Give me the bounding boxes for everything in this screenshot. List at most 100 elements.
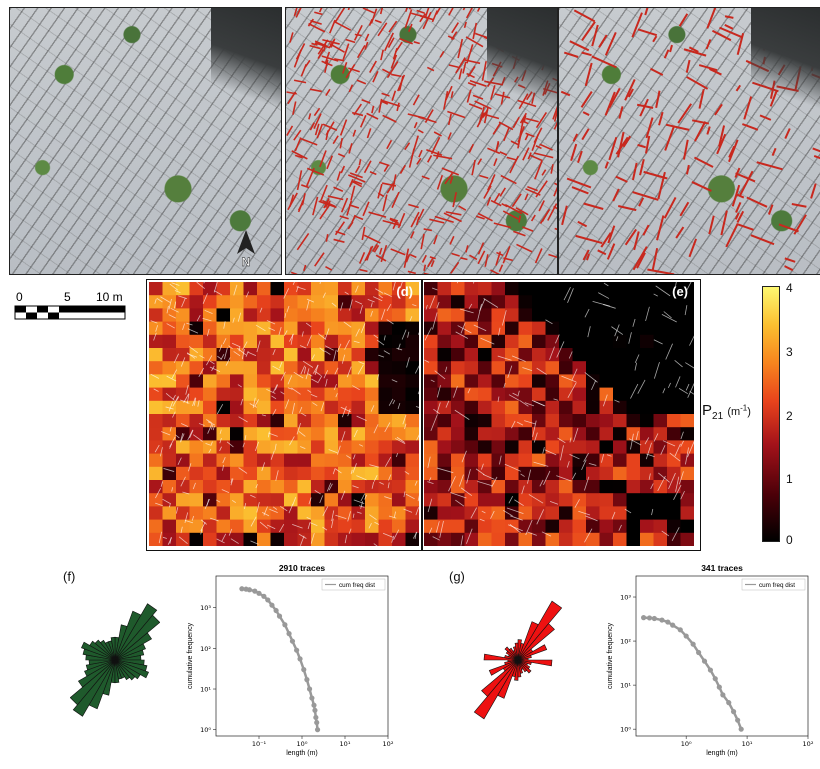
x-tick-label: 10⁻¹ (252, 740, 267, 748)
intensity-cell (351, 282, 366, 296)
trace-segment (333, 349, 337, 362)
intensity-cell (653, 361, 668, 375)
fracture-trace (347, 221, 354, 230)
trace-segment (291, 402, 296, 415)
intensity-cell (451, 387, 465, 402)
fracture-trace (328, 38, 336, 49)
rose-diagram-g (473, 600, 563, 720)
intensity-cell (284, 532, 298, 546)
intensity-cell (437, 414, 452, 428)
trace-segment (326, 482, 332, 492)
fracture-trace (762, 56, 766, 65)
intensity-cell (230, 348, 244, 362)
trace-segment (602, 394, 608, 407)
trace-segment (188, 463, 192, 472)
intensity-cell (311, 466, 325, 481)
fracture-trace (607, 225, 616, 244)
trace-segment (347, 408, 351, 417)
fracture-trace (515, 207, 529, 216)
intensity-cell (216, 427, 231, 441)
intensity-cell (216, 282, 231, 296)
intensity-cell (216, 308, 231, 323)
fracture-trace (708, 215, 715, 235)
fracture-trace (535, 180, 548, 198)
intensity-cell (189, 414, 204, 428)
trace-segment (250, 540, 259, 545)
trace-segment (183, 393, 190, 403)
trace-segment (180, 357, 186, 367)
intensity-cell (559, 361, 573, 375)
fracture-trace (314, 42, 331, 49)
trace-segment (375, 288, 384, 294)
fracture-trace (651, 247, 659, 272)
intensity-cell (518, 493, 533, 507)
intensity-cell (297, 466, 312, 481)
intensity-cell (216, 295, 231, 309)
intensity-cell (230, 506, 244, 521)
intensity-cell (297, 400, 312, 415)
fracture-trace (534, 248, 543, 264)
intensity-cell (451, 480, 465, 494)
intensity-cell (338, 493, 352, 507)
intensity-cell (162, 348, 177, 362)
intensity-cell (613, 295, 627, 309)
fracture-trace (737, 223, 754, 231)
intensity-cell (230, 295, 244, 309)
trace-segment (432, 312, 438, 330)
trace-segment (268, 432, 278, 437)
trace-segment (392, 400, 396, 405)
trace-segment (340, 490, 346, 500)
trace-segment (359, 305, 363, 314)
trace-segment (220, 353, 225, 361)
trace-segment (378, 354, 385, 358)
fracture-trace (382, 194, 388, 212)
intensity-cell (284, 374, 298, 389)
fracture-trace (643, 170, 668, 180)
trace-segment (455, 499, 465, 507)
fracture-trace (380, 49, 384, 61)
fracture-trace (569, 40, 590, 52)
trace-segment (679, 471, 684, 485)
fracture-trace (342, 61, 348, 74)
trace-segment (237, 347, 247, 356)
trace-segment (242, 341, 248, 350)
trace-segment (323, 370, 329, 379)
fracture-trace (301, 184, 310, 189)
intensity-map-d: (d) (149, 282, 419, 546)
intensity-cell (680, 374, 694, 389)
fracture-trace (554, 227, 557, 231)
trace-segment (504, 463, 522, 472)
intensity-cell (324, 361, 339, 375)
intensity-cell (405, 440, 419, 455)
trace-segment (272, 506, 278, 510)
intensity-cell (437, 493, 452, 507)
intensity-cell (680, 493, 694, 507)
trace-segment (668, 472, 676, 490)
fracture-trace (631, 12, 643, 38)
trace-segment (310, 393, 318, 398)
intensity-cell (230, 361, 244, 375)
trace-segment (630, 383, 639, 399)
fracture-trace (345, 64, 356, 79)
trace-segment (512, 392, 518, 396)
intensity-cell (324, 532, 339, 546)
trace-segment (159, 447, 163, 457)
intensity-cell (405, 361, 419, 375)
fracture-trace (552, 16, 557, 20)
fracture-trace (412, 135, 419, 151)
trace-segment (181, 297, 186, 308)
intensity-cell (518, 532, 533, 546)
fracture-trace (679, 201, 690, 217)
intensity-cell (572, 400, 587, 415)
fracture-trace (793, 214, 807, 235)
trace-segment (508, 496, 514, 504)
intensity-cell (378, 308, 393, 323)
intensity-cell (392, 453, 406, 468)
fracture-trace (410, 12, 429, 19)
fracture-trace (474, 32, 494, 41)
fracture-trace (426, 66, 435, 72)
intensity-cell (505, 348, 519, 362)
fracture-trace (637, 28, 658, 37)
fracture-trace (386, 182, 395, 194)
intensity-cell (230, 308, 244, 323)
